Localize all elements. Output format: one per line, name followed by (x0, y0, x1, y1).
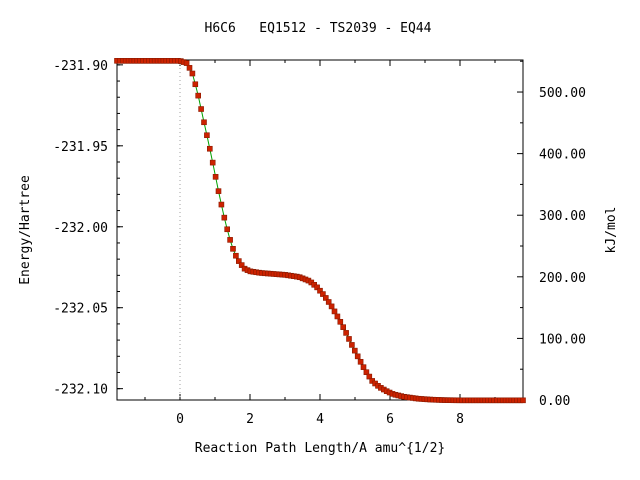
y2-tick-label: 0.00 (539, 394, 570, 409)
y2-tick-label: 200.00 (539, 271, 586, 286)
data-point (221, 214, 228, 221)
data-point (215, 188, 222, 194)
data-point (366, 373, 373, 380)
data-point (236, 258, 242, 264)
plot-frame (116, 59, 524, 401)
energy-curve-points (114, 58, 526, 404)
data-point (363, 369, 370, 376)
x-tick-label: 6 (386, 412, 394, 427)
data-point (201, 119, 207, 126)
x-tick-label: 0 (176, 412, 184, 427)
data-point (238, 262, 245, 268)
y-tick-label: -232.05 (53, 302, 108, 317)
energy-curve-line (117, 60, 523, 401)
y-axis-label: Energy/Hartree (18, 175, 33, 285)
data-point (337, 318, 344, 325)
y2-tick-label: 100.00 (539, 332, 586, 347)
data-point (346, 336, 352, 342)
tick-labels: 0 2 4 6 8 -231.90 -231.95 -232.00 -232.05 -232.10… (53, 59, 586, 427)
data-point (192, 81, 199, 88)
y-tick-label: -232.00 (53, 221, 108, 236)
data-point (233, 252, 239, 259)
y-tick-label: -232.10 (53, 383, 108, 398)
data-point (189, 70, 196, 77)
data-point (360, 364, 367, 370)
data-point (354, 353, 361, 360)
y-tick-label: -231.95 (53, 140, 108, 155)
data-point (343, 330, 349, 336)
data-point (317, 287, 323, 294)
y2-tick-label: 500.00 (539, 86, 586, 101)
x-tick-label: 4 (316, 412, 324, 427)
data-point (357, 358, 364, 365)
axis-ticks (117, 60, 523, 401)
data-point (230, 246, 236, 252)
data-point (209, 159, 216, 166)
data-point (198, 106, 204, 112)
data-point (325, 299, 332, 305)
data-point (218, 201, 225, 208)
chart-title: H6C6 EQ1512 - TS2039 - EQ44 (205, 21, 432, 36)
y2-tick-label: 400.00 (539, 148, 586, 163)
data-point (340, 324, 347, 330)
x-tick-label: 2 (246, 412, 254, 427)
data-point (314, 284, 320, 291)
data-point (520, 397, 526, 404)
data-point (227, 237, 233, 243)
data-point (328, 303, 335, 310)
x-axis-label: Reaction Path Length/A amu^{1/2} (195, 441, 445, 456)
data-point (212, 174, 219, 180)
data-point (204, 132, 210, 139)
data-point (224, 226, 230, 233)
data-point (322, 295, 329, 301)
data-point (207, 145, 213, 152)
y-tick-label: -231.90 (53, 59, 108, 74)
data-point (195, 92, 201, 99)
data-point (331, 308, 338, 315)
x-tick-label: 8 (456, 412, 464, 427)
data-point (320, 291, 326, 297)
data-point (349, 342, 355, 348)
y2-axis-label: kJ/mol (604, 207, 619, 254)
data-point (183, 60, 190, 66)
data-point (334, 313, 341, 320)
data-point (186, 65, 193, 71)
data-point (351, 347, 358, 354)
y2-tick-label: 300.00 (539, 209, 586, 224)
